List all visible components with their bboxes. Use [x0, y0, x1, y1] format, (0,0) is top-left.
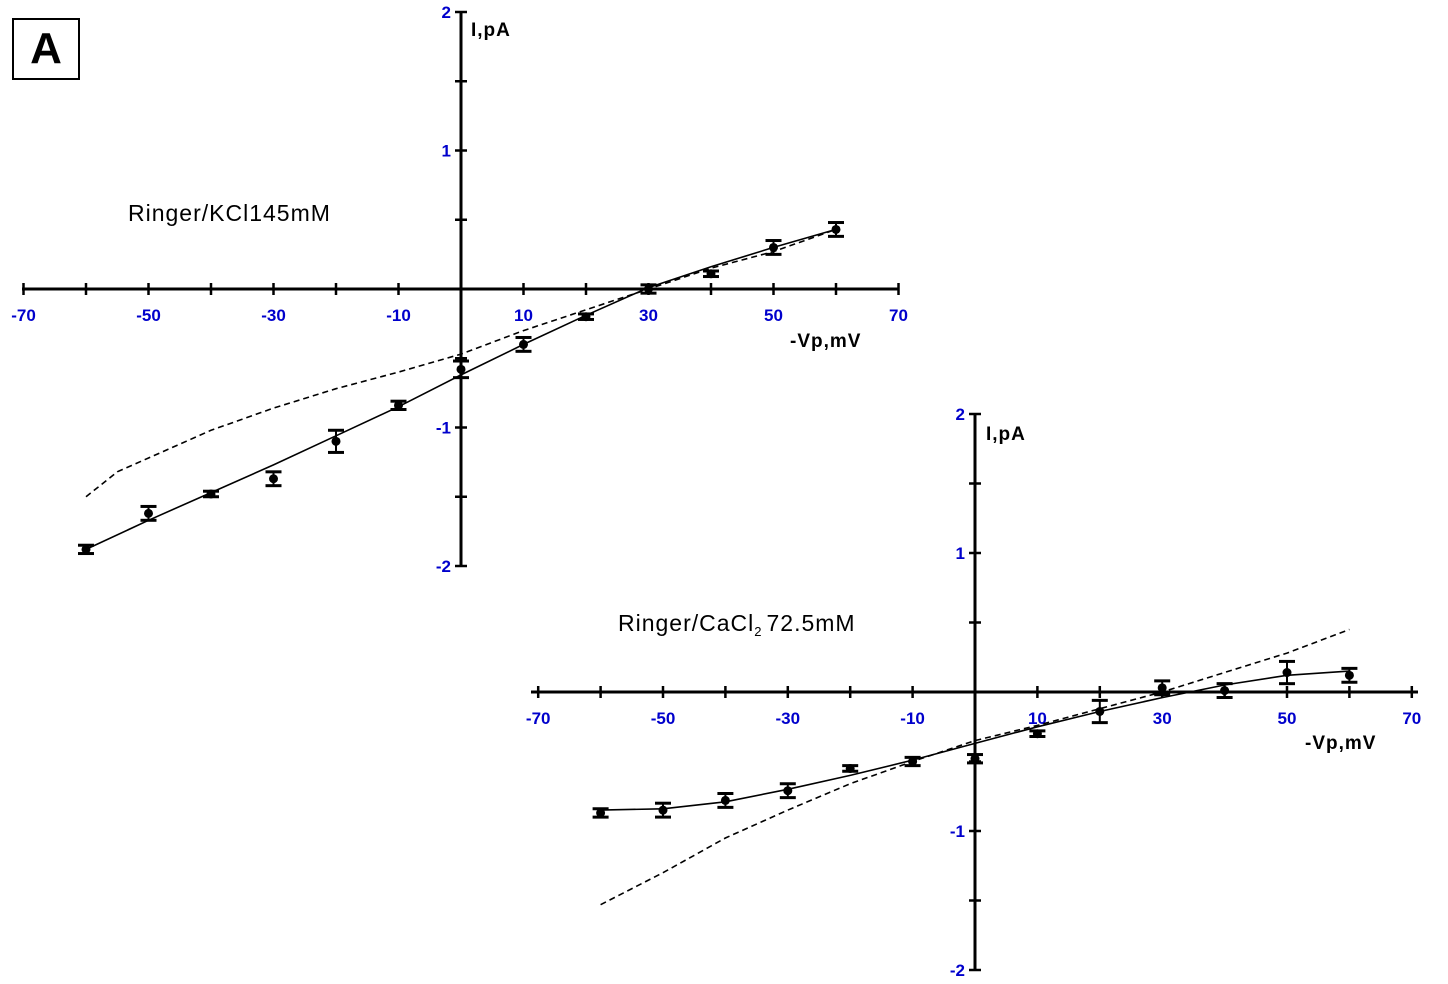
data-point	[456, 364, 466, 374]
y-tick-label: -2	[950, 961, 965, 980]
data-point	[269, 474, 278, 484]
y-axis-title: I,pA	[471, 20, 511, 41]
condition-label: Ringer/CaCl2 72.5mM	[618, 610, 856, 639]
condition-label-main: Ringer/CaCl	[618, 610, 754, 636]
data-point	[581, 312, 591, 322]
dashed-fit-line	[600, 628, 1350, 906]
data-point	[783, 786, 793, 796]
data-point	[658, 805, 668, 815]
x-axis-title: -Vp,mV	[1305, 733, 1376, 754]
y-tick-label: 2	[442, 3, 451, 22]
data-point	[1220, 686, 1230, 696]
x-tick-label: -70	[11, 306, 36, 325]
x-tick-label: 30	[1153, 709, 1172, 728]
x-tick-label: -30	[776, 709, 801, 728]
x-tick-label: -50	[136, 306, 161, 325]
data-point	[1032, 729, 1042, 739]
data-point	[644, 284, 653, 294]
data-point	[908, 757, 918, 766]
x-tick-label: -30	[261, 306, 286, 325]
x-tick-label: 50	[764, 306, 783, 325]
panel-label: A	[30, 24, 62, 73]
chart-panel-1: -70 -50 -30 -10 10 30 50 70 2 1 -1 -2 -Vp,mV I,pA Ring…	[11, 3, 908, 576]
y-axis-title: I,pA	[986, 424, 1026, 445]
x-tick-label: 30	[639, 306, 658, 325]
x-axis-title: -Vp,mV	[790, 331, 861, 352]
y-tick-label: 2	[956, 405, 965, 424]
data-point	[720, 795, 730, 805]
data-point	[206, 489, 216, 499]
data-point	[1095, 706, 1105, 716]
x-tick-label: -10	[386, 306, 411, 325]
y-tick-label: -1	[950, 822, 965, 841]
x-tick-label: 70	[1402, 709, 1421, 728]
y-tick-label: -2	[436, 557, 451, 576]
condition-label-subscript: 2	[754, 624, 762, 639]
x-tick-label: 70	[889, 306, 908, 325]
data-point	[596, 808, 606, 818]
data-point	[1344, 670, 1354, 680]
y-tick-label: 1	[442, 142, 451, 161]
condition-label-tail: 72.5mM	[767, 610, 856, 636]
x-tick-label: -10	[900, 709, 925, 728]
x-tick-label: 50	[1278, 709, 1297, 728]
x-tick-label: -70	[526, 709, 551, 728]
y-tick-label: -1	[436, 419, 451, 438]
x-tick-label: 10	[1028, 709, 1047, 728]
y-tick-label: 1	[956, 544, 965, 563]
chart-panel-2: -70 -50 -30 -10 10 30 50 70 2 1 -1 -2 -Vp,mV I,pA Ring…	[526, 405, 1421, 980]
data-point	[831, 224, 841, 234]
data-point	[1282, 668, 1292, 678]
data-point	[394, 400, 403, 410]
data-point	[519, 339, 528, 349]
x-tick-label: -50	[651, 709, 676, 728]
data-point	[845, 763, 855, 773]
data-point	[331, 436, 341, 446]
data-point	[769, 242, 778, 252]
dashed-fit-line	[85, 228, 837, 498]
data-point	[81, 544, 91, 554]
data-point	[1157, 683, 1167, 693]
data-point	[144, 508, 153, 518]
condition-label: Ringer/KCl145mM	[128, 200, 331, 226]
data-point	[970, 754, 980, 764]
panel-label-box: A	[12, 18, 80, 80]
x-tick-label: 10	[514, 306, 533, 325]
data-point	[706, 269, 716, 279]
